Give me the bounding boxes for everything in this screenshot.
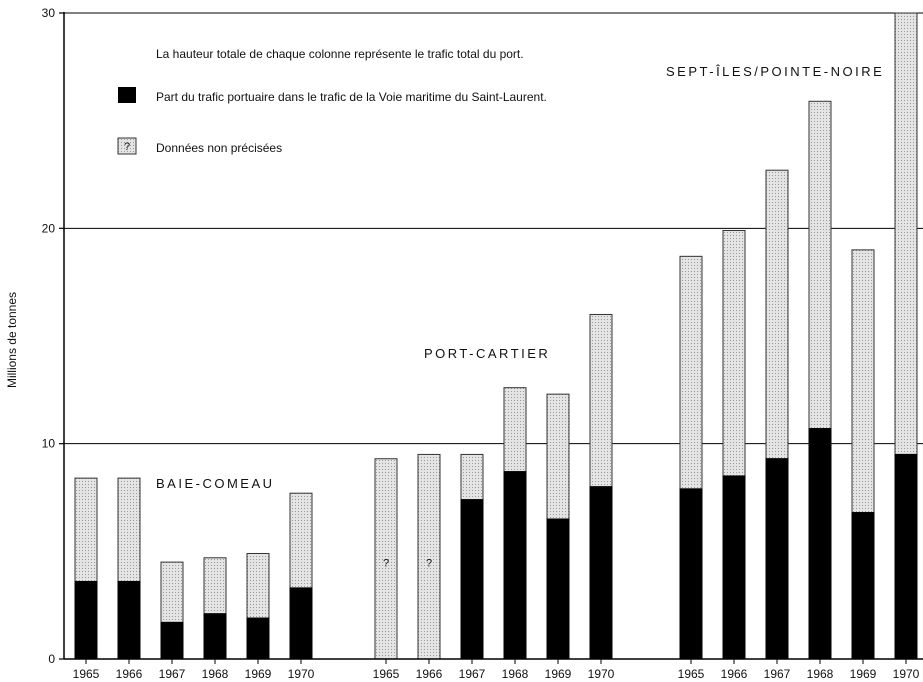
legend-note: La hauteur totale de chaque colonne repr… xyxy=(156,47,524,61)
bar-remainder xyxy=(851,249,875,514)
bar-seaway xyxy=(460,499,484,660)
x-tick-label: 1966 xyxy=(416,667,443,681)
x-tick-label: 1968 xyxy=(502,667,529,681)
bar-unspecified-marker: ? xyxy=(426,557,432,569)
legend-label-seaway: Part du trafic portuaire dans le trafic … xyxy=(156,90,547,104)
bar-seaway xyxy=(289,587,313,660)
legend-swatch-unspecified xyxy=(117,137,137,155)
bar-seaway xyxy=(74,580,98,660)
x-tick-label: 1970 xyxy=(288,667,315,681)
bar-seaway xyxy=(765,458,789,660)
x-tick-label: 1967 xyxy=(764,667,791,681)
bar-seaway xyxy=(722,475,746,660)
group-labels: BAIE-COMEAU PORT-CARTIER SEPT-ÎLES/POINTE-… xyxy=(156,64,884,491)
bar-seaway xyxy=(894,453,918,660)
bar-remainder xyxy=(460,453,484,501)
x-tick-label: 1967 xyxy=(159,667,186,681)
legend-swatch-seaway xyxy=(118,87,136,103)
x-tick-label: 1965 xyxy=(373,667,400,681)
group-label: BAIE-COMEAU xyxy=(156,476,275,491)
bar-remainder xyxy=(808,100,832,430)
bar-remainder xyxy=(246,552,270,619)
x-tick-label: 1968 xyxy=(807,667,834,681)
legend-label-unspecified: Données non précisées xyxy=(156,141,282,155)
y-tick-label: 0 xyxy=(48,652,55,666)
bar-remainder xyxy=(546,393,570,520)
legend-swatch-marker: ? xyxy=(124,141,130,153)
bar-remainder xyxy=(765,169,789,460)
x-tick-label: 1970 xyxy=(893,667,920,681)
bar-seaway xyxy=(117,580,141,660)
x-tick-label: 1969 xyxy=(545,667,572,681)
y-axis-label: Millions de tonnes xyxy=(5,292,19,388)
bar-seaway xyxy=(203,613,227,660)
bar-remainder xyxy=(160,561,184,623)
y-tick-label: 30 xyxy=(42,6,56,20)
bar-seaway xyxy=(160,621,184,660)
x-tick-label: 1969 xyxy=(850,667,877,681)
bar-seaway xyxy=(546,518,570,660)
x-tick-label: 1965 xyxy=(678,667,705,681)
bar-remainder xyxy=(203,557,227,615)
group-label: SEPT-ÎLES/POINTE-NOIRE xyxy=(666,64,884,79)
x-tick-label: 1970 xyxy=(588,667,615,681)
bar-seaway xyxy=(851,512,875,660)
x-tick-label: 1966 xyxy=(721,667,748,681)
x-tick-label: 1968 xyxy=(202,667,229,681)
bar-seaway xyxy=(503,471,527,660)
legend: La hauteur totale de chaque colonne repr… xyxy=(117,47,547,155)
x-tick-label: 1965 xyxy=(73,667,100,681)
bar-remainder xyxy=(289,492,313,589)
bar-remainder xyxy=(589,313,613,488)
bar-seaway xyxy=(808,428,832,660)
bar-remainder xyxy=(503,387,527,473)
bar-remainder xyxy=(117,477,141,582)
bar-remainder xyxy=(74,477,98,582)
x-tick-label: 1967 xyxy=(459,667,486,681)
x-tick-labels: 1965 1966 1967 1968 1969 1970 1965 1966 1967 1968… xyxy=(73,659,920,681)
axes xyxy=(63,12,923,660)
bar-seaway xyxy=(679,488,703,660)
group-label: PORT-CARTIER xyxy=(424,346,550,361)
bar-unspecified-marker: ? xyxy=(383,557,389,569)
y-tick-label: 20 xyxy=(42,221,56,235)
y-tick-label: 10 xyxy=(42,437,56,451)
bar-seaway xyxy=(246,617,270,660)
bar-remainder xyxy=(722,229,746,477)
y-tick-labels: 0 10 20 30 xyxy=(42,6,64,666)
bar-remainder xyxy=(894,12,918,455)
x-tick-label: 1969 xyxy=(245,667,272,681)
bar-remainder xyxy=(679,255,703,490)
bar-seaway xyxy=(589,486,613,660)
bars: ?? xyxy=(74,12,918,660)
x-tick-label: 1966 xyxy=(116,667,143,681)
